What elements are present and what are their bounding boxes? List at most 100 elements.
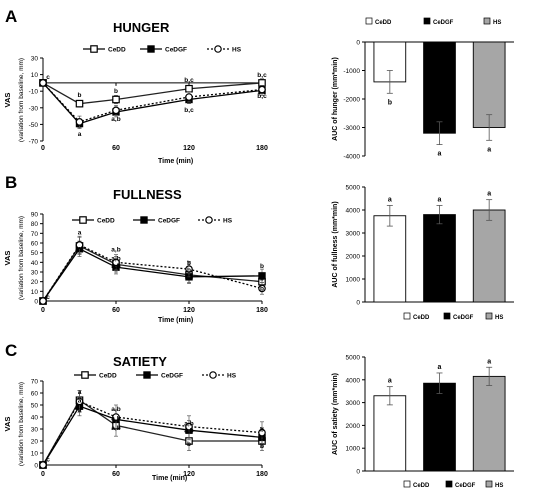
legend-label: CeDGF [161, 373, 183, 380]
bar-y-tick-label: 4000 [346, 377, 361, 384]
data-point [75, 397, 84, 406]
bar-y-tick-label: 1000 [346, 277, 361, 284]
x-tick-label: 180 [256, 471, 268, 478]
legend-marker [214, 45, 222, 53]
series-hs [39, 79, 266, 129]
line-legend: CeDD CeDGF HS [83, 45, 242, 54]
legend-swatch [403, 480, 411, 488]
legend-label: CeDD [108, 47, 126, 54]
legend-label: HS [232, 47, 242, 54]
series-cedgf [39, 396, 266, 469]
bar-y-tick-label: 0 [356, 469, 360, 476]
legend-marker [81, 371, 89, 379]
x-tick-label: 180 [256, 307, 268, 314]
panel-title: HUNGER [113, 20, 170, 35]
panel-letter: A [5, 7, 17, 26]
y-tick-label: 0 [34, 299, 38, 306]
bar-y-tick-label: 4000 [346, 208, 361, 215]
x-axis-label: Time (min) [152, 475, 187, 482]
series-hs [39, 235, 266, 305]
series-hs [39, 390, 266, 469]
x-tick-label: 0 [41, 471, 45, 478]
series-line [42, 244, 263, 302]
x-tick-label: 60 [112, 145, 120, 152]
y-tick-label: -50 [29, 122, 39, 129]
bar-cedgf [423, 382, 456, 472]
data-point [258, 85, 266, 94]
significance-label: b,c [257, 93, 267, 100]
line-legend: CeDD CeDGF HS [72, 216, 233, 225]
bar-significance: a [438, 364, 442, 371]
data-point [185, 265, 193, 273]
legend-label: CeDGF [455, 483, 476, 489]
data-point [112, 106, 120, 115]
bar-y-tick-label: 3000 [346, 231, 361, 238]
data-point [39, 79, 47, 87]
significance-label: a,b [111, 116, 120, 123]
y-axis-label: VAS [3, 251, 12, 266]
significance-label: a,b [184, 428, 193, 435]
x-tick-label: 0 [41, 145, 45, 152]
bar-significance: a [438, 196, 442, 203]
y-tick-label: -70 [29, 139, 39, 146]
panel-title: SATIETY [113, 354, 167, 369]
y-tick-label: -30 [29, 105, 39, 112]
series-line [42, 247, 263, 302]
legend-label: HS [227, 373, 237, 380]
line-legend: CeDD CeDGF HS [74, 371, 237, 380]
data-point [75, 118, 84, 126]
y-tick-label: 70 [31, 231, 39, 238]
legend-label: CeDD [413, 315, 430, 321]
y-tick-label: 10 [31, 289, 39, 296]
legend-marker [147, 45, 155, 53]
significance-label: b [187, 260, 191, 267]
bar-legend: CeDD CeDGF HS [365, 17, 501, 26]
legend-label: HS [495, 483, 503, 489]
legend-marker [140, 216, 148, 224]
y-tick-label: 60 [31, 241, 39, 248]
data-point [112, 95, 120, 104]
significance-label: a,b [111, 425, 120, 432]
legend-swatch [443, 312, 451, 320]
significance-label: a,b [111, 263, 120, 270]
significance-label: b [260, 443, 264, 450]
y-tick-label: 30 [31, 56, 39, 63]
significance-label: b [78, 92, 82, 99]
legend-swatch [365, 17, 373, 25]
bar-y-tick-label: 5000 [346, 355, 361, 362]
data-point [185, 93, 193, 101]
significance-label: b [187, 267, 191, 274]
significance-label: b [187, 441, 191, 448]
bar-y-tick-label: -2000 [343, 97, 360, 104]
y-tick-label: 40 [31, 260, 39, 267]
significance-label: a [78, 389, 82, 396]
legend-swatch [483, 17, 491, 25]
bar-y-tick-label: -1000 [343, 68, 360, 75]
bar-hs [472, 375, 506, 472]
legend-label: CeDD [413, 483, 430, 489]
y-tick-label: 50 [31, 403, 39, 410]
significance-label: a [78, 398, 82, 405]
series-line [42, 405, 263, 466]
y-axis-sublabel: (variation from baseline, mm) [18, 382, 25, 466]
line-chart: 30 10 -10 -30 -50 -700 60 120 180 Time (min) VAS (v… [3, 45, 268, 165]
bar-significance: a [388, 378, 392, 385]
legend-label: CeDD [97, 218, 115, 225]
bar-cedd [373, 215, 407, 303]
bar-y-axis-label: AUC of satiety (mm*min) [332, 373, 339, 455]
data-point [258, 272, 266, 280]
bar-y-tick-label: -4000 [343, 154, 360, 161]
y-tick-label: 20 [31, 279, 39, 286]
y-axis-sublabel: (variation from baseline, mm) [18, 58, 25, 142]
x-axis-label: Time (min) [158, 317, 193, 324]
legend-label: CeDD [375, 20, 392, 26]
significance-label: b,c [257, 72, 267, 79]
significance-label: c [46, 294, 50, 301]
significance-label: a [78, 246, 82, 253]
y-tick-label: 40 [31, 415, 39, 422]
x-tick-label: 60 [112, 307, 120, 314]
significance-label: b [260, 426, 264, 433]
data-point [112, 258, 120, 267]
bar-significance: a [388, 196, 392, 203]
